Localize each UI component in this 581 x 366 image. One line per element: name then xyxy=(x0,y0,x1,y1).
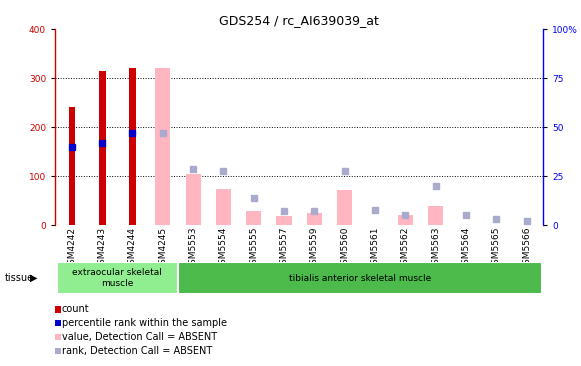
Text: GSM5561: GSM5561 xyxy=(371,227,379,270)
Text: percentile rank within the sample: percentile rank within the sample xyxy=(62,318,227,328)
Text: rank, Detection Call = ABSENT: rank, Detection Call = ABSENT xyxy=(62,346,212,356)
Text: ▶: ▶ xyxy=(30,273,38,283)
Bar xyxy=(246,212,261,225)
Bar xyxy=(337,190,352,225)
Bar xyxy=(178,262,541,294)
Text: GSM4245: GSM4245 xyxy=(158,227,167,270)
Text: GSM4242: GSM4242 xyxy=(67,227,76,270)
Bar xyxy=(99,71,106,225)
Text: GSM5554: GSM5554 xyxy=(219,227,228,270)
Title: GDS254 / rc_AI639039_at: GDS254 / rc_AI639039_at xyxy=(219,14,379,27)
Text: GSM5566: GSM5566 xyxy=(522,227,531,270)
Text: value, Detection Call = ABSENT: value, Detection Call = ABSENT xyxy=(62,332,217,342)
Text: GSM5557: GSM5557 xyxy=(279,227,289,270)
Text: GSM5553: GSM5553 xyxy=(189,227,198,270)
Text: GSM5565: GSM5565 xyxy=(492,227,501,270)
Text: GSM5563: GSM5563 xyxy=(431,227,440,270)
Text: GSM4244: GSM4244 xyxy=(128,227,137,270)
Text: GSM5555: GSM5555 xyxy=(249,227,258,270)
Bar xyxy=(155,68,170,225)
Text: tissue: tissue xyxy=(5,273,34,283)
Text: tibialis anterior skeletal muscle: tibialis anterior skeletal muscle xyxy=(289,274,431,283)
Text: count: count xyxy=(62,304,89,314)
Bar xyxy=(428,206,443,225)
Text: GSM5564: GSM5564 xyxy=(461,227,471,270)
Text: GSM5562: GSM5562 xyxy=(401,227,410,270)
Bar xyxy=(216,189,231,225)
Bar xyxy=(69,107,75,225)
Bar xyxy=(307,213,322,225)
Bar xyxy=(57,262,178,294)
Text: GSM4243: GSM4243 xyxy=(98,227,107,270)
Text: GSM5560: GSM5560 xyxy=(340,227,349,270)
Text: extraocular skeletal
muscle: extraocular skeletal muscle xyxy=(73,268,162,288)
Bar xyxy=(277,216,292,225)
Bar xyxy=(129,68,136,225)
Bar xyxy=(185,174,200,225)
Text: GSM5559: GSM5559 xyxy=(310,227,319,270)
Bar xyxy=(398,215,413,225)
